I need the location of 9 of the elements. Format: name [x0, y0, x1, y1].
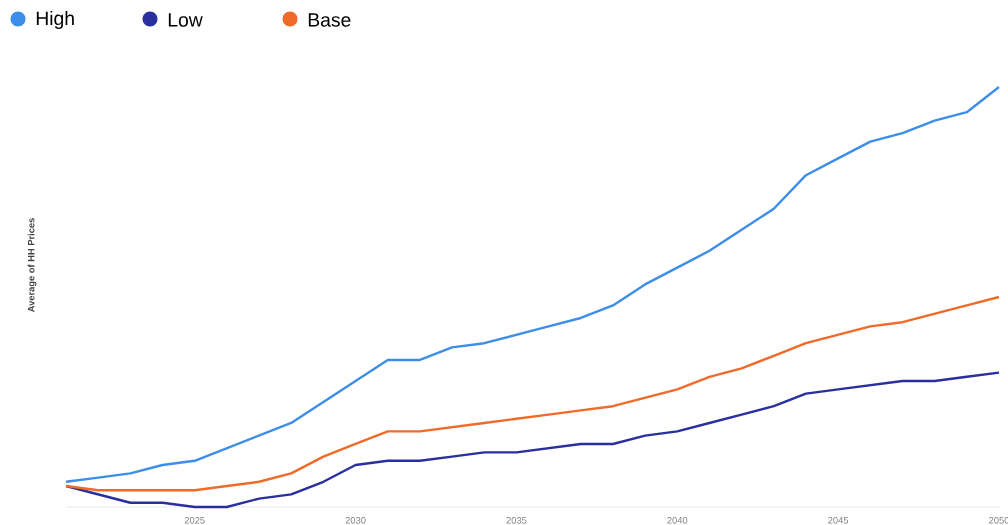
legend-label: Low	[168, 13, 203, 27]
y-axis-title: Average of HH Prices	[27, 218, 37, 313]
legend-label: Base	[308, 13, 351, 27]
x-tick-label: 2035	[506, 517, 527, 524]
x-tick-label: 2025	[184, 517, 205, 524]
legend-label: High	[36, 10, 74, 30]
x-tick-label: 2045	[828, 517, 849, 524]
x-tick-label: 2030	[345, 517, 366, 524]
x-tick-label: 2040	[667, 517, 688, 524]
